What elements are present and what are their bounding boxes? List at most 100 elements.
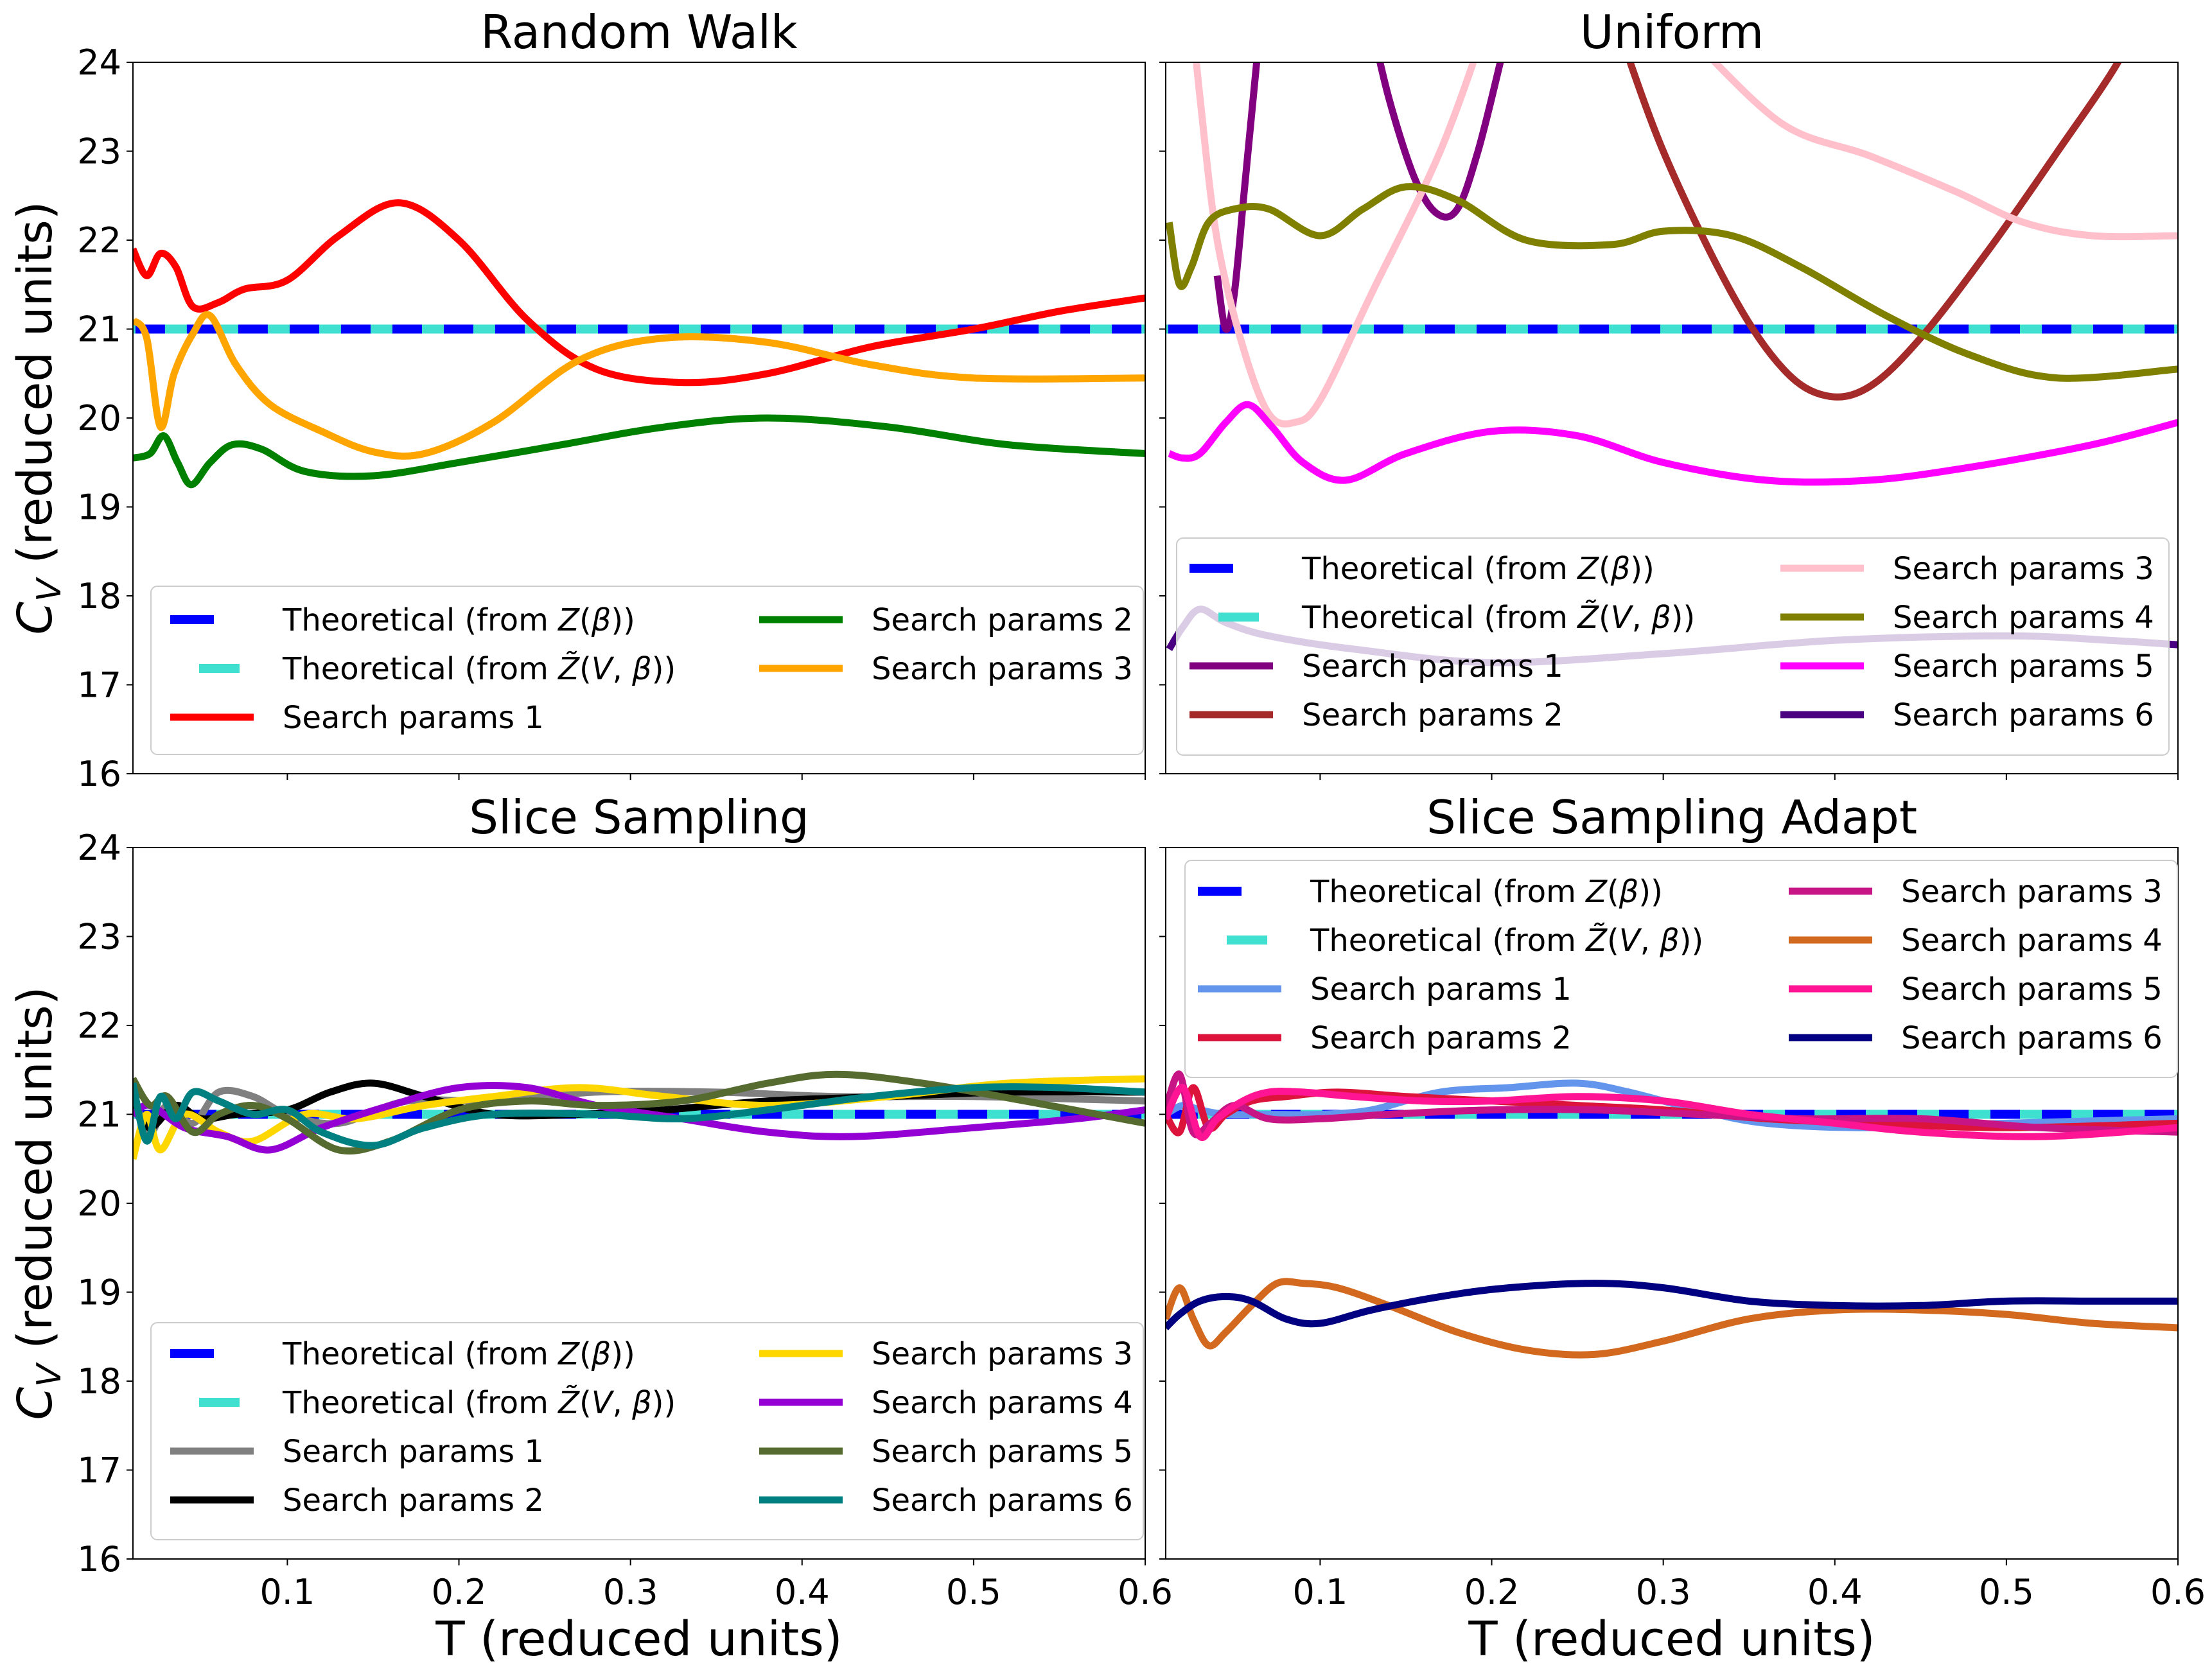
x-tick-label: 0.2 — [1464, 1572, 1520, 1612]
y-tick-label: 17 — [77, 1450, 121, 1491]
chart-panel-1: Random Walk 16 17 18 19 20 21 22 23 24 CV (reduced… — [8, 5, 1146, 794]
x-axis-label: T (reduced units) — [1468, 1612, 1875, 1663]
series-line-8 — [1166, 183, 2178, 382]
legend-label: Search params 6 — [1893, 697, 2154, 733]
legend-box — [1176, 537, 2170, 756]
legend-item: Theoretical (from Z̃(V, β)) — [1227, 922, 1703, 959]
legend-label: Search params 4 — [1901, 923, 2163, 959]
plot-area — [133, 199, 1145, 489]
series-line-6 — [133, 1081, 1145, 1154]
series-line-6 — [1193, 62, 1477, 428]
legend-label: Theoretical (from Z(β)) — [1310, 874, 1663, 910]
series-line-5 — [1626, 62, 2122, 401]
legend-label: Search params 4 — [1893, 600, 2154, 636]
legend-item: Search params 6 — [1780, 697, 2154, 733]
x-tick-label: 0.4 — [1807, 1572, 1863, 1612]
legend-item: Search params 3 — [759, 1336, 1133, 1372]
legend-label: Search params 2 — [872, 602, 1133, 638]
legend-item: Theoretical (from Z(β)) — [170, 1336, 635, 1372]
x-tick-label: 0.4 — [775, 1572, 830, 1612]
legend-item: Search params 2 — [759, 602, 1133, 638]
y-tick-label: 18 — [77, 576, 121, 616]
series-line-6 — [1166, 1278, 2178, 1359]
y-tick-label: 18 — [77, 1361, 121, 1402]
legend-label: Search params 1 — [1302, 649, 1563, 684]
legend-box — [150, 1322, 1144, 1540]
plot-area — [1166, 62, 2178, 666]
y-tick-label: 21 — [77, 309, 121, 350]
legend-item: Search params 6 — [1789, 1020, 2163, 1056]
legend: Theoretical (from Z(β)) Theoretical (from… — [150, 586, 1144, 755]
y-tick-label: 23 — [77, 917, 121, 957]
legend-label: Search params 3 — [872, 1336, 1133, 1372]
legend-label: Search params 3 — [1901, 874, 2163, 910]
legend-label: Theoretical (from Z(β)) — [1301, 551, 1655, 587]
y-tick-label: 24 — [77, 828, 121, 868]
legend-label: Search params 1 — [283, 700, 544, 736]
legend-label: Theoretical (from Z̃(V, β)) — [1301, 599, 1695, 636]
legend: Theoretical (from Z(β)) Theoretical (from… — [150, 1322, 1144, 1540]
y-tick-label: 20 — [77, 398, 121, 439]
x-tick-label: 0.1 — [1292, 1572, 1347, 1612]
legend-label: Theoretical (from Z(β)) — [282, 602, 635, 638]
legend-item: Search params 4 — [1780, 600, 2154, 636]
y-tick-label: 16 — [77, 1539, 121, 1580]
legend-label: Theoretical (from Z(β)) — [282, 1336, 635, 1372]
chart-panel-4: Slice Sampling Adapt 0.1 0.2 0.3 0.4 0.5 0.6 T … — [1159, 790, 2206, 1663]
series-line-5 — [133, 311, 1145, 460]
legend-item: Search params 1 — [1189, 649, 1563, 684]
x-tick-label: 0.5 — [946, 1572, 1001, 1612]
legend-label: Search params 2 — [1310, 1020, 1572, 1056]
y-tick-label: 17 — [77, 665, 121, 706]
y-tick-label: 19 — [77, 1273, 121, 1313]
y-tick-label: 22 — [77, 1006, 121, 1046]
legend-item: Search params 4 — [1789, 923, 2163, 959]
x-tick-label: 0.6 — [1118, 1572, 1173, 1612]
series-line-5 — [1166, 1070, 2178, 1138]
x-tick-label: 0.6 — [2150, 1572, 2206, 1612]
legend-item: Search params 3 — [1789, 874, 2163, 910]
legend-item: Search params 3 — [1780, 551, 2154, 587]
chart-title: Slice Sampling — [469, 790, 809, 844]
x-tick-label: 0.5 — [1979, 1572, 2034, 1612]
series-line-8 — [133, 1082, 1145, 1149]
plot-area — [133, 1070, 1145, 1160]
legend-label: Theoretical (from Z̃(V, β)) — [1310, 922, 1703, 959]
y-tick-label: 19 — [77, 487, 121, 528]
legend-label: Theoretical (from Z̃(V, β)) — [282, 650, 676, 687]
legend-item: Search params 2 — [1198, 1020, 1572, 1056]
legend-item: Search params 5 — [1780, 649, 2154, 684]
legend: Theoretical (from Z(β)) Theoretical (from… — [1176, 537, 2170, 756]
series-line-4 — [133, 414, 1145, 489]
legend-label: Search params 1 — [1310, 971, 1572, 1007]
legend-item: Theoretical (from Z(β)) — [170, 602, 635, 638]
series-line-9 — [1168, 401, 2178, 486]
series-line-4 — [1376, 62, 1504, 221]
legend-item: Theoretical (from Z(β)) — [1189, 551, 1655, 587]
series-line-3 — [133, 199, 1145, 387]
legend-label: Search params 6 — [872, 1483, 1133, 1519]
y-tick-label: 20 — [77, 1183, 121, 1224]
chart-title: Random Walk — [480, 5, 798, 59]
y-tick-label: 16 — [77, 754, 121, 794]
legend-label: Search params 2 — [283, 1483, 544, 1519]
y-tick-label: 23 — [77, 132, 121, 172]
plot-area — [1166, 1070, 2178, 1359]
legend-item: Search params 3 — [759, 651, 1133, 687]
legend-item: Search params 1 — [170, 1434, 544, 1470]
y-tick-label: 22 — [77, 220, 121, 261]
series-line-7 — [1166, 1084, 2178, 1142]
legend-box — [150, 586, 1144, 755]
legend-label: Search params 5 — [1901, 971, 2163, 1007]
legend-item: Search params 4 — [759, 1385, 1133, 1421]
legend-item: Search params 1 — [1198, 971, 1572, 1007]
series-line-7 — [133, 1070, 1145, 1155]
chart-panel-3: Slice Sampling 16 17 18 19 20 21 22 23 24 0.1 0.2 0.… — [8, 790, 1173, 1663]
legend-item: Search params 5 — [759, 1434, 1133, 1470]
legend-label: Search params 2 — [1302, 697, 1563, 733]
series-line-8 — [1166, 1280, 2178, 1330]
x-tick-label: 0.1 — [259, 1572, 315, 1612]
y-tick-label: 24 — [77, 42, 121, 83]
